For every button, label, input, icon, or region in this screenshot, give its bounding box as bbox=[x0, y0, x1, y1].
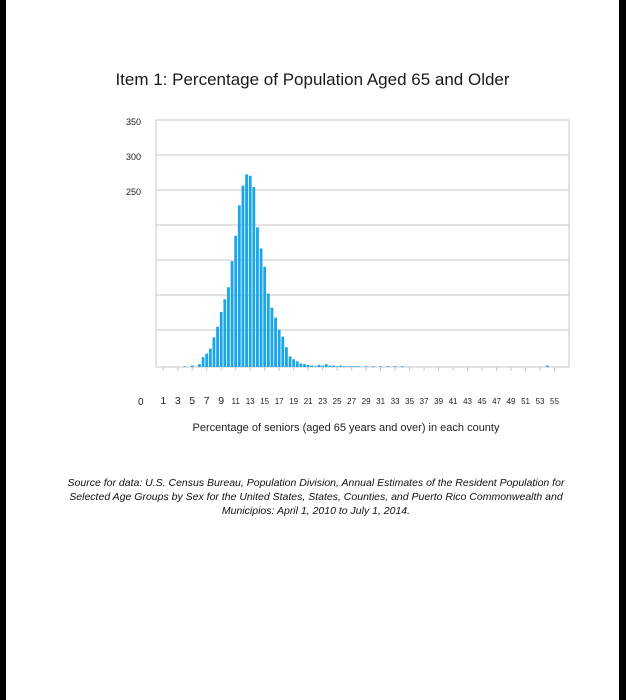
x-tick-label: 43 bbox=[463, 397, 472, 406]
histogram-bar bbox=[545, 365, 549, 367]
histogram-bar bbox=[386, 366, 390, 367]
histogram-bar bbox=[313, 366, 317, 367]
x-tick-labels: 1 3 5 7 9 11 13 15 17 19 21 23 25 27 29 31 33 35 37 39 41 43 4… bbox=[160, 395, 559, 407]
x-tick-label: 35 bbox=[405, 397, 414, 406]
histogram-bar bbox=[248, 175, 252, 367]
histogram-bar bbox=[295, 361, 299, 367]
histogram-bar bbox=[332, 365, 335, 367]
x-tick-label: 41 bbox=[449, 397, 458, 406]
x-tick-label: 33 bbox=[391, 397, 400, 406]
x-axis-label: Percentage of seniors (aged 65 years and… bbox=[193, 422, 500, 434]
histogram-bar bbox=[335, 366, 339, 367]
x-tick-label: 11 bbox=[232, 397, 241, 406]
histogram-bar bbox=[205, 353, 209, 367]
x-tick-label: 17 bbox=[275, 397, 284, 406]
histogram-bar bbox=[317, 364, 321, 367]
x-tick-label: 7 bbox=[204, 395, 210, 407]
x-tick-label: 1 bbox=[160, 395, 166, 407]
histogram-bar bbox=[274, 317, 277, 367]
histogram-bar bbox=[270, 307, 274, 367]
zero-label: 0 bbox=[138, 397, 144, 408]
histogram-bar bbox=[299, 363, 303, 367]
histogram-bar bbox=[277, 329, 281, 367]
histogram-bar bbox=[400, 366, 404, 367]
x-tick-label: 29 bbox=[362, 397, 371, 406]
x-tick-label: 51 bbox=[521, 397, 530, 406]
histogram-bar bbox=[357, 366, 361, 367]
histogram-bar bbox=[324, 364, 328, 367]
histogram-bar bbox=[259, 248, 263, 367]
x-tick-label: 13 bbox=[246, 397, 255, 406]
histogram-bar bbox=[339, 365, 343, 367]
histogram-bar bbox=[353, 366, 357, 367]
x-tick-label: 49 bbox=[507, 397, 516, 406]
x-tick-label: 15 bbox=[260, 397, 269, 406]
histogram-bar bbox=[256, 227, 259, 367]
histogram-bar bbox=[371, 366, 375, 367]
histogram-bar bbox=[212, 337, 216, 367]
x-tick-label: 47 bbox=[492, 397, 501, 406]
page: Item 1: Percentage of Population Aged 65… bbox=[6, 0, 619, 700]
histogram-bar bbox=[252, 187, 256, 367]
histogram-bar bbox=[245, 174, 248, 367]
histogram-bar bbox=[263, 266, 267, 367]
histogram-bar bbox=[321, 365, 325, 367]
y-tick-label-350: 350 bbox=[126, 117, 141, 127]
histogram-bar bbox=[379, 366, 383, 367]
histogram-bar bbox=[350, 366, 354, 367]
x-tick-label: 53 bbox=[536, 397, 545, 406]
histogram-bar bbox=[306, 364, 310, 367]
histogram-bar bbox=[201, 357, 205, 367]
x-tick-label: 55 bbox=[550, 397, 559, 406]
x-tick-label: 5 bbox=[189, 395, 195, 407]
histogram-bar bbox=[266, 293, 270, 367]
histogram-bar bbox=[198, 364, 201, 367]
x-tick-marks bbox=[162, 367, 556, 371]
x-tick-label: 31 bbox=[376, 397, 385, 406]
histogram-bar bbox=[241, 185, 245, 367]
histogram-bar bbox=[393, 366, 397, 367]
x-tick-label: 37 bbox=[420, 397, 429, 406]
histogram-bar bbox=[190, 365, 194, 367]
histogram-bar bbox=[292, 359, 296, 367]
histogram-bar bbox=[227, 287, 230, 367]
x-tick-label: 21 bbox=[304, 397, 313, 406]
y-tick-label-250: 250 bbox=[126, 187, 141, 197]
histogram-bar bbox=[223, 299, 227, 367]
histogram-bar bbox=[237, 205, 241, 367]
x-tick-label: 39 bbox=[434, 397, 443, 406]
histogram-bar bbox=[310, 365, 314, 367]
histogram-bar bbox=[208, 348, 212, 367]
x-tick-label: 25 bbox=[333, 397, 342, 406]
histogram-bar bbox=[281, 336, 285, 367]
histogram-bar bbox=[183, 366, 187, 367]
chart-title: Item 1: Percentage of Population Aged 65… bbox=[115, 70, 510, 89]
x-tick-label: 45 bbox=[478, 397, 487, 406]
histogram-bar bbox=[230, 261, 234, 367]
source-note: Source for data: U.S. Census Bureau, Pop… bbox=[67, 477, 565, 517]
histogram-bar bbox=[216, 326, 219, 367]
x-tick-label: 23 bbox=[318, 397, 327, 406]
bars-group bbox=[183, 174, 549, 367]
histogram-bar bbox=[364, 366, 368, 367]
histogram-bar bbox=[342, 366, 346, 367]
histogram-bar bbox=[285, 347, 288, 367]
histogram-bar bbox=[234, 235, 238, 367]
histogram-bar bbox=[288, 356, 292, 367]
histogram-bar bbox=[219, 311, 223, 367]
y-tick-label-300: 300 bbox=[126, 152, 141, 162]
histogram-chart: 350 300 250 0 1 3 5 7 9 11 13 15 17 19 21 23 25 27 29 3… bbox=[126, 117, 570, 434]
x-tick-label: 27 bbox=[347, 397, 356, 406]
histogram-bar bbox=[303, 364, 306, 367]
x-tick-label: 19 bbox=[289, 397, 298, 406]
x-tick-label: 9 bbox=[218, 395, 224, 407]
histogram-bar bbox=[346, 366, 350, 367]
x-tick-label: 3 bbox=[175, 395, 181, 407]
histogram-bar bbox=[328, 365, 332, 367]
